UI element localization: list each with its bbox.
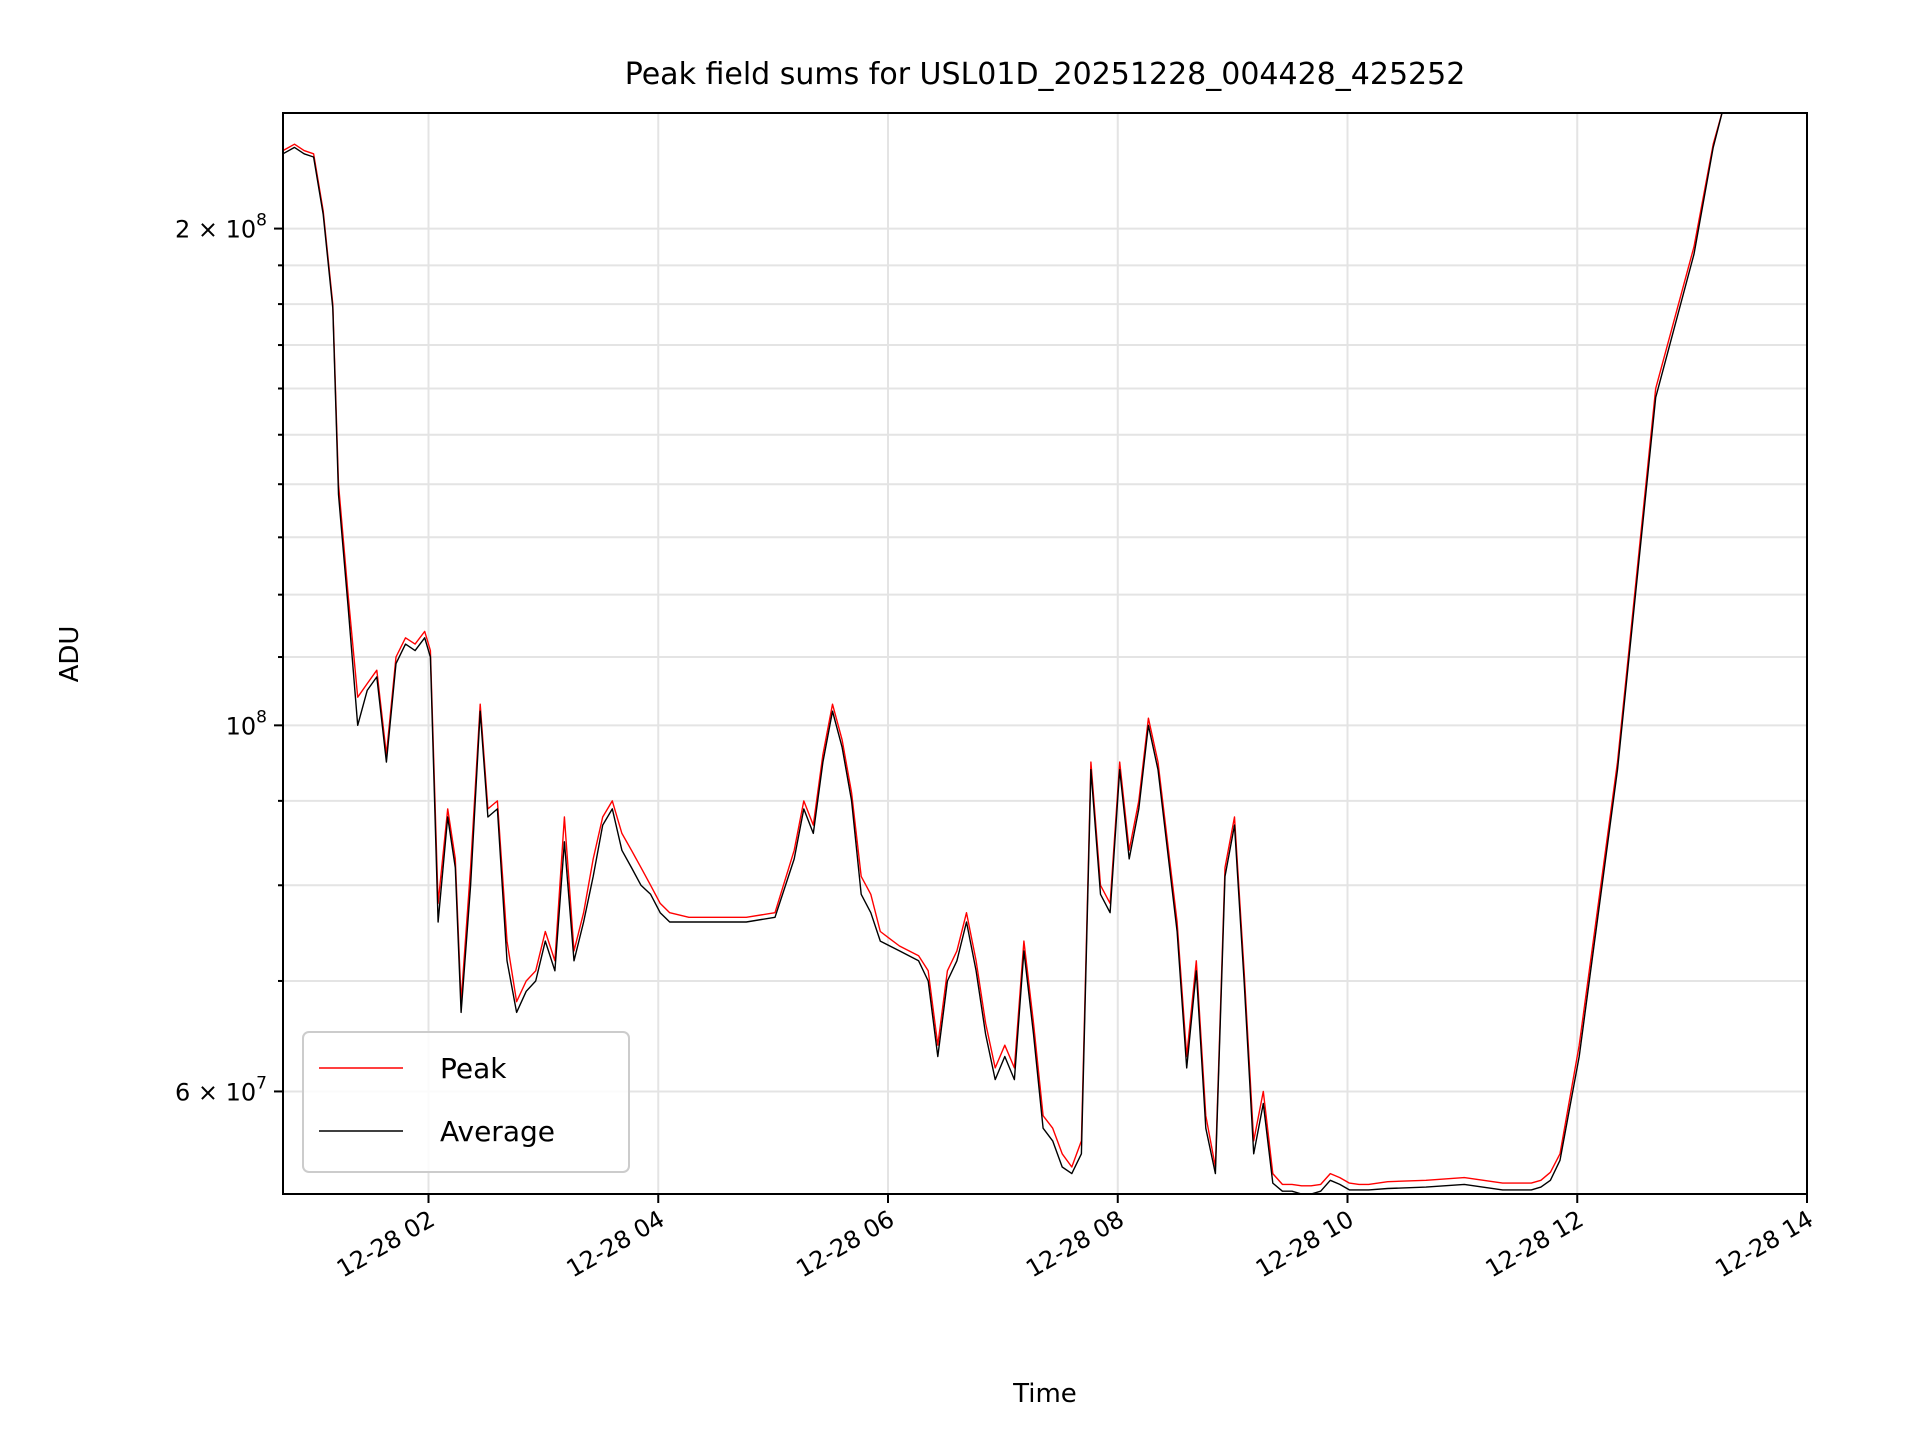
legend: Peak Average [302, 1031, 630, 1173]
axes-frame [282, 112, 1808, 1195]
y-tick-label: 108 [226, 707, 267, 740]
legend-box [302, 1031, 630, 1173]
grid [283, 113, 1808, 1194]
plot-area [283, 113, 1723, 1194]
chart-title: Peak field sums for USL01D_20251228_0044… [625, 57, 1466, 92]
series-line-average [283, 113, 1723, 1194]
y-tick-label: 6 × 107 [175, 1073, 267, 1106]
series-layer [283, 113, 1723, 1194]
legend-label-average: Average [440, 1115, 555, 1148]
ticks [274, 227, 1808, 1203]
legend-label-peak: Peak [440, 1052, 507, 1085]
y-axis-label: ADU [55, 626, 85, 683]
y-tick-label: 2 × 108 [175, 211, 267, 244]
x-axis-label: Time [1012, 1379, 1077, 1409]
